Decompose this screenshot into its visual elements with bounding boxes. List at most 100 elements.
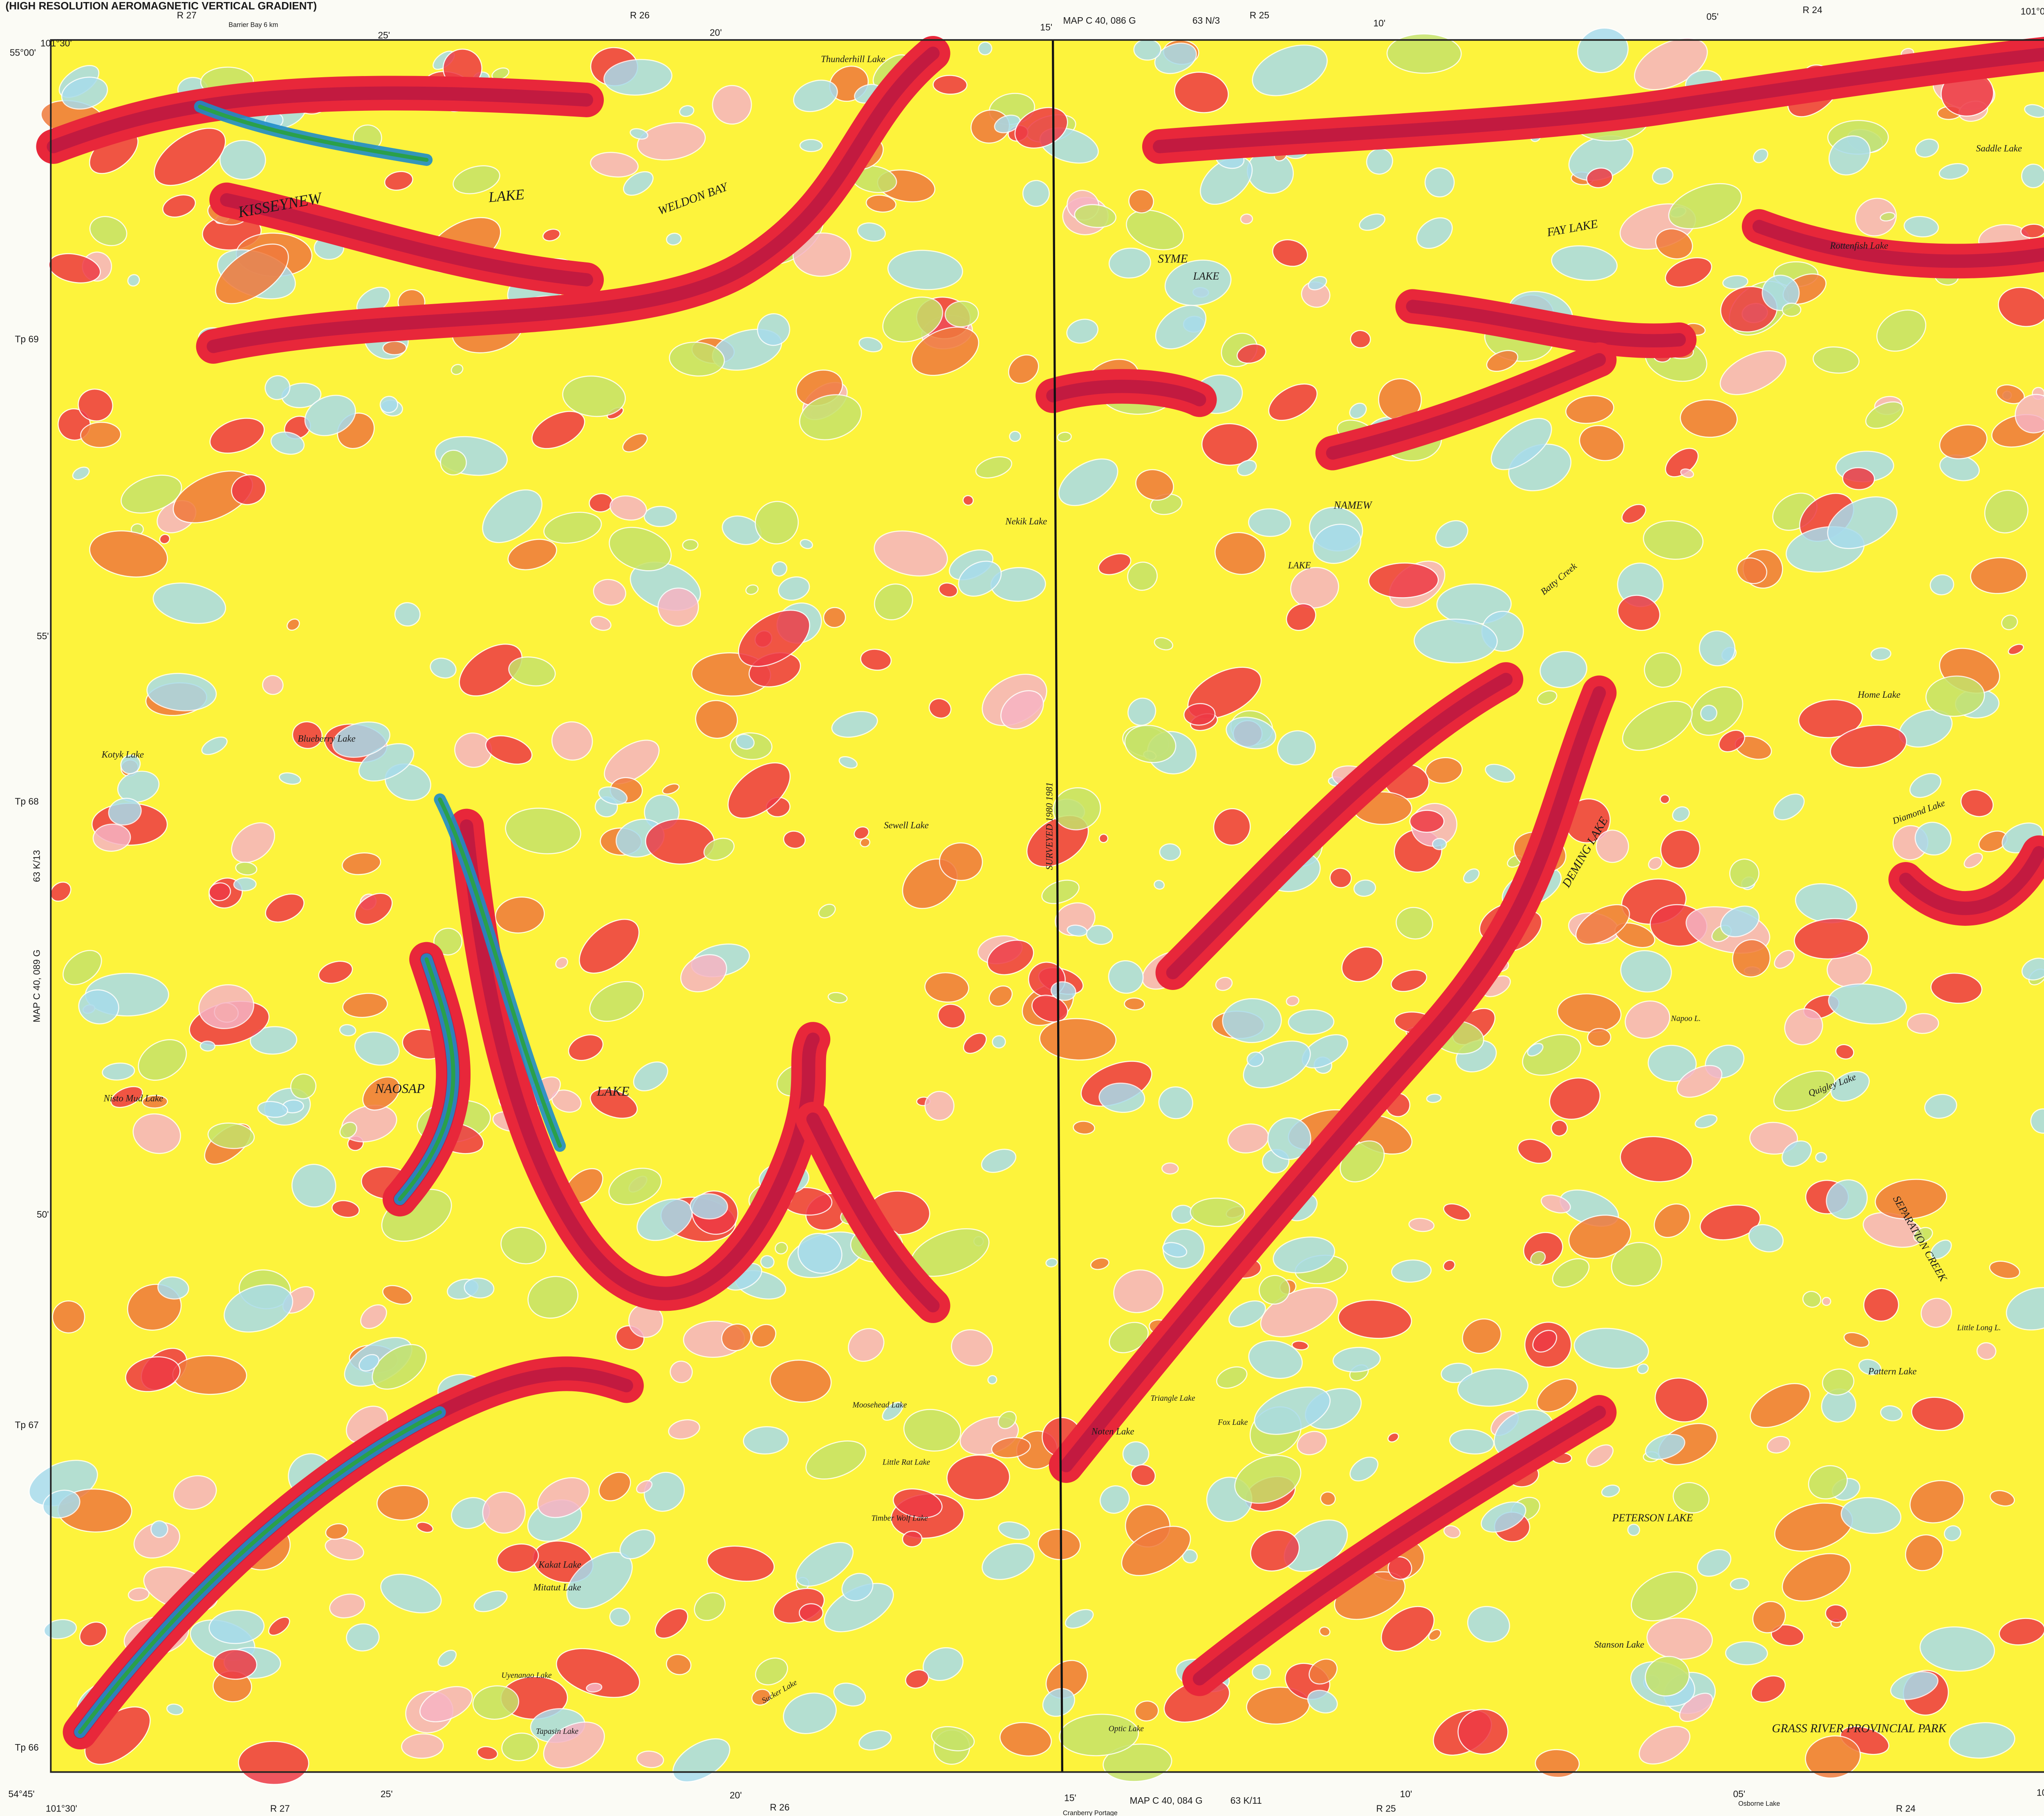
- places-label: Tapasin Lake: [536, 1727, 578, 1736]
- anomaly: [992, 1035, 1006, 1048]
- places-label: Stanson Lake: [1594, 1639, 1644, 1650]
- top-margin-label: 101°00': [2021, 6, 2044, 16]
- places-label: GRASS RIVER PROVINCIAL PARK: [1772, 1722, 1947, 1735]
- map: (HIGH RESOLUTION AEROMAGNETIC VERTICAL G…: [0, 0, 2044, 1816]
- bottom-margin-label: 63 K/11: [1230, 1795, 1262, 1806]
- anomaly: [1009, 431, 1021, 442]
- left-margin-label: MAP C 40, 089 G: [31, 949, 42, 1022]
- anomaly: [1627, 1524, 1640, 1536]
- left-margin-label: Tp 66: [15, 1742, 38, 1753]
- left-margin-label: Tp 67: [15, 1420, 38, 1430]
- places-label: Uyenanao Lake: [501, 1671, 552, 1680]
- bottom-margin-label: 101°00': [2037, 1787, 2044, 1798]
- anomaly: [1782, 303, 1801, 316]
- anomaly: [1907, 1013, 1939, 1034]
- anomaly: [1248, 508, 1291, 537]
- bottom-margin-label: R 26: [770, 1802, 789, 1812]
- top-margin-label: 05': [1706, 11, 1719, 22]
- places-label: Little Rat Lake: [882, 1458, 930, 1467]
- page: {"header": "(HIGH RESOLUTION AEROMAGNETI…: [0, 0, 2044, 1816]
- places-label: NAOSAP: [375, 1082, 425, 1096]
- bottom-margin-label: R 25: [1376, 1803, 1396, 1814]
- places-label: Saddle Lake: [1976, 143, 2022, 153]
- anomaly: [800, 139, 823, 152]
- places-label: LAKE: [487, 186, 525, 206]
- places-label: Blueberry Lake: [298, 733, 355, 743]
- anomaly: [1124, 998, 1145, 1010]
- places-label: Sewell Lake: [884, 820, 929, 830]
- anomaly: [1842, 467, 1875, 490]
- top-margin-label: 63 N/3: [1192, 15, 1220, 26]
- anomaly: [1726, 1641, 1768, 1665]
- bottom-margin-label: 15': [1064, 1793, 1076, 1803]
- places-label: LAKE: [596, 1084, 630, 1099]
- left-margin-label: 55': [37, 631, 49, 641]
- anomaly: [483, 1492, 525, 1533]
- top-margin-label: MAP C 40, 086 G: [1063, 15, 1136, 26]
- anomaly: [1190, 1198, 1245, 1227]
- anomaly: [173, 1355, 247, 1395]
- places-label: LAKE: [1288, 560, 1311, 571]
- anomaly: [902, 1531, 922, 1547]
- bottom-margin-label: MAP C 40, 084 G: [1130, 1795, 1203, 1806]
- anomaly: [1123, 1442, 1149, 1467]
- anomaly: [213, 1649, 257, 1679]
- places-label: Noten Lake: [1091, 1426, 1134, 1436]
- anomaly: [1815, 1153, 1827, 1162]
- places-label: Kotyk Lake: [101, 749, 144, 759]
- places-label: PETERSON LAKE: [1612, 1512, 1693, 1524]
- places-label: Little Long L.: [1957, 1323, 2001, 1332]
- bottom-margin-label: 10': [1400, 1789, 1412, 1799]
- anomaly: [1240, 214, 1253, 224]
- top-margin-label: Barrier Bay 6 km: [229, 21, 278, 29]
- places-label: Fox Lake: [1217, 1418, 1248, 1427]
- bottom-margin-label: 20': [730, 1790, 742, 1800]
- top-margin-label: 55°00': [10, 47, 36, 58]
- places-label: NAMEW: [1334, 499, 1373, 511]
- anomaly: [1162, 1163, 1178, 1174]
- bottom-margin-label: 101°30': [46, 1803, 77, 1814]
- places-label: Triangle Lake: [1150, 1394, 1195, 1403]
- anomaly: [1134, 39, 1161, 60]
- anomaly: [1410, 810, 1444, 832]
- anomaly: [933, 75, 967, 95]
- top-margin-label: 101°30': [40, 38, 72, 49]
- anomaly: [1252, 1664, 1271, 1679]
- places-label: SYME: [1158, 252, 1188, 265]
- anomaly: [799, 1603, 823, 1622]
- top-margin-label: R 26: [630, 10, 650, 20]
- top-margin-label: 20': [710, 27, 722, 38]
- places-label: LAKE: [1193, 270, 1219, 282]
- left-margin-label: Tp 68: [15, 796, 38, 806]
- places-label: Nisto Mud Lake: [103, 1093, 164, 1104]
- top-margin-label: 25': [378, 30, 390, 40]
- left-margin-label: 50': [37, 1209, 49, 1220]
- places-label: Optic Lake: [1109, 1725, 1144, 1733]
- bottom-margin-label: Cranberry Portage: [1063, 1809, 1118, 1816]
- anomaly: [1201, 423, 1258, 466]
- places-label: Thunderhill Lake: [821, 54, 885, 64]
- places-label: Rottenfish Lake: [1829, 240, 1888, 251]
- left-margin-label: Tp 69: [15, 334, 38, 344]
- anomaly: [644, 506, 677, 527]
- anomaly: [1432, 839, 1446, 850]
- places-label: Kakat Lake: [538, 1559, 581, 1570]
- bottom-margin-label: Osborne Lake: [1738, 1800, 1780, 1807]
- anomaly: [1414, 619, 1497, 663]
- top-margin-label: R 27: [177, 10, 197, 20]
- places-label: Napoo L.: [1671, 1014, 1701, 1023]
- places-label: Pattern Lake: [1868, 1366, 1916, 1377]
- top-margin-label: R 25: [1250, 10, 1269, 20]
- anomaly: [1159, 843, 1181, 861]
- anomaly: [220, 140, 266, 180]
- anomaly: [1587, 1028, 1611, 1046]
- anomaly: [1222, 998, 1282, 1043]
- anomaly: [1457, 1709, 1508, 1755]
- header: (HIGH RESOLUTION AEROMAGNETIC VERTICAL G…: [5, 0, 317, 12]
- anomaly: [200, 1041, 215, 1051]
- bottom-margin-label: 05': [1733, 1789, 1745, 1799]
- places-label: Timber Wolf Lake: [872, 1514, 928, 1523]
- places-label: Home Lake: [1857, 690, 1900, 700]
- anomaly: [1660, 795, 1670, 804]
- bottom-margin-label: 25': [381, 1789, 393, 1799]
